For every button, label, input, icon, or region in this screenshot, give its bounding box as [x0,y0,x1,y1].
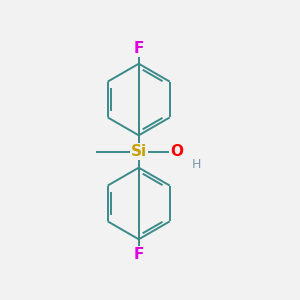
Text: O: O [170,144,183,159]
Text: H: H [192,158,201,171]
Text: F: F [134,41,144,56]
Text: F: F [134,247,144,262]
Text: Si: Si [131,144,147,159]
